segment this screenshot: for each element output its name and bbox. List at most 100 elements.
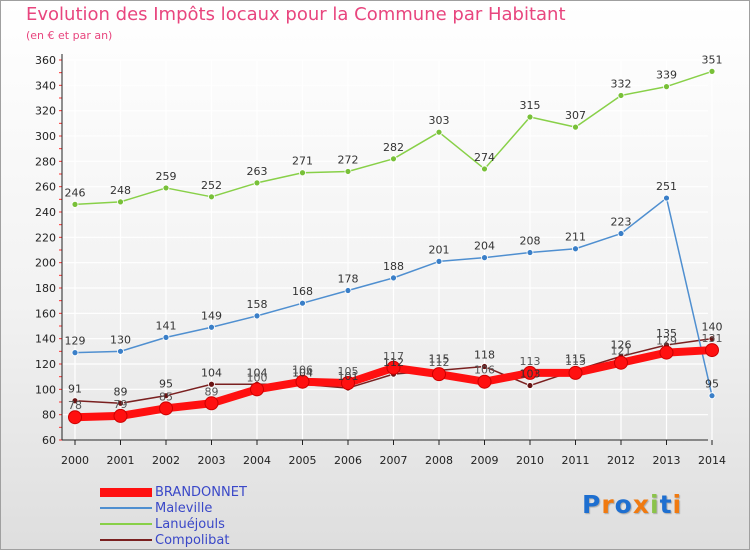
data-label-brandonnet: 105 [338,365,359,378]
data-label-maleville: 208 [520,235,541,248]
data-label-maleville: 201 [429,243,450,256]
data-label-maleville: 168 [292,285,313,298]
data-label-brandonnet: 89 [205,385,219,398]
data-label-lanuejouls: 248 [110,184,131,197]
data-point-compolibat [71,397,79,405]
legend-label-lanuejouls: Lanuéjouls [155,516,225,532]
x-tick-label: 2003 [198,454,226,467]
data-label-lanuejouls: 272 [338,153,359,166]
data-label-compolibat: 101 [338,370,359,383]
x-tick-label: 2000 [61,454,89,467]
data-point-compolibat [526,382,534,389]
x-tick-label: 2007 [380,454,408,467]
data-label-brandonnet: 79 [114,398,128,411]
logo-letter: x [632,490,650,519]
y-tick-label: 140 [35,333,56,346]
data-point-maleville [435,257,443,265]
data-label-maleville: 223 [611,216,632,229]
legend-label-maleville: Maleville [155,500,213,516]
data-label-lanuejouls: 303 [429,114,450,127]
data-point-compolibat [208,380,215,388]
data-label-lanuejouls: 271 [292,155,313,168]
data-point-brandonnet [204,396,219,411]
data-point-lanuejouls [617,92,625,99]
x-tick-label: 2014 [698,454,726,467]
data-point-maleville [481,254,488,262]
data-point-brandonnet [432,367,446,382]
data-point-brandonnet [568,365,583,380]
data-point-maleville [526,249,534,256]
data-label-compolibat: 126 [611,338,632,351]
logo-letter: P [582,490,602,519]
data-point-maleville [162,333,170,341]
data-label-compolibat: 103 [520,368,541,381]
data-label-maleville: 129 [65,335,86,348]
chart-title: Evolution des Impôts locaux pour la Comm… [26,4,566,25]
data-point-lanuejouls [299,169,306,177]
logo-letter: i [650,490,660,519]
logo-letter: r [601,490,615,519]
y-tick-label: 360 [35,54,56,67]
y-tick-label: 60 [42,434,56,447]
data-label-lanuejouls: 259 [156,170,177,183]
logo-letter: o [614,490,633,519]
data-point-maleville [390,274,397,282]
data-label-maleville: 141 [156,319,177,332]
data-point-brandonnet [386,360,401,375]
data-point-maleville [344,287,352,294]
data-label-compolibat: 89 [114,385,128,398]
data-point-brandonnet [250,382,264,397]
x-tick-label: 2002 [152,454,180,467]
y-tick-label: 180 [35,282,56,295]
data-label-compolibat: 115 [565,352,586,365]
data-label-lanuejouls: 339 [656,69,677,82]
data-label-compolibat: 91 [68,383,82,396]
proxiti-logo: Proxiti [582,490,682,519]
x-tick-label: 2010 [516,454,544,467]
data-point-lanuejouls [208,193,215,201]
x-tick-label: 2006 [334,454,362,467]
data-point-maleville [708,392,716,400]
data-label-maleville: 158 [247,298,268,311]
x-tick-label: 2005 [289,454,317,467]
y-tick-label: 340 [35,79,56,92]
data-label-maleville: 211 [565,231,586,244]
data-label-lanuejouls: 252 [201,179,222,192]
data-label-brandonnet: 129 [656,335,677,348]
y-tick-label: 260 [35,181,56,194]
data-label-brandonnet: 131 [702,332,723,345]
x-tick-label: 2009 [471,454,499,467]
data-point-brandonnet [614,355,628,370]
legend-label-compolibat: Compolibat [155,532,230,548]
data-label-brandonnet: 112 [429,356,450,369]
data-point-brandonnet [295,374,310,389]
data-label-compolibat: 112 [383,356,404,369]
y-tick-label: 320 [35,105,56,118]
y-tick-label: 120 [35,358,56,371]
data-label-compolibat: 115 [429,352,450,365]
data-point-brandonnet [705,343,719,358]
data-point-lanuejouls [663,83,670,90]
data-label-maleville: 178 [338,273,359,286]
data-point-compolibat [162,392,170,400]
data-point-lanuejouls [526,113,534,121]
data-label-brandonnet: 113 [520,355,541,368]
data-point-lanuejouls [344,168,352,175]
data-label-compolibat: 95 [159,378,173,391]
data-label-compolibat: 118 [474,349,495,362]
data-point-brandonnet [659,345,674,360]
grid-lines [62,59,713,441]
data-point-maleville [253,312,261,320]
data-point-maleville [572,245,579,253]
data-label-lanuejouls: 307 [565,109,586,122]
data-point-brandonnet [341,376,355,390]
legend: BRANDONNET Maleville Lanuéjouls Compolib… [100,484,247,548]
y-tick-label: 280 [35,155,56,168]
data-point-lanuejouls [162,184,170,192]
data-point-lanuejouls [435,128,443,136]
x-tick-label: 2013 [653,454,681,467]
logo-letter: i [672,490,683,519]
data-point-maleville [663,194,670,202]
data-label-maleville: 95 [705,378,719,391]
